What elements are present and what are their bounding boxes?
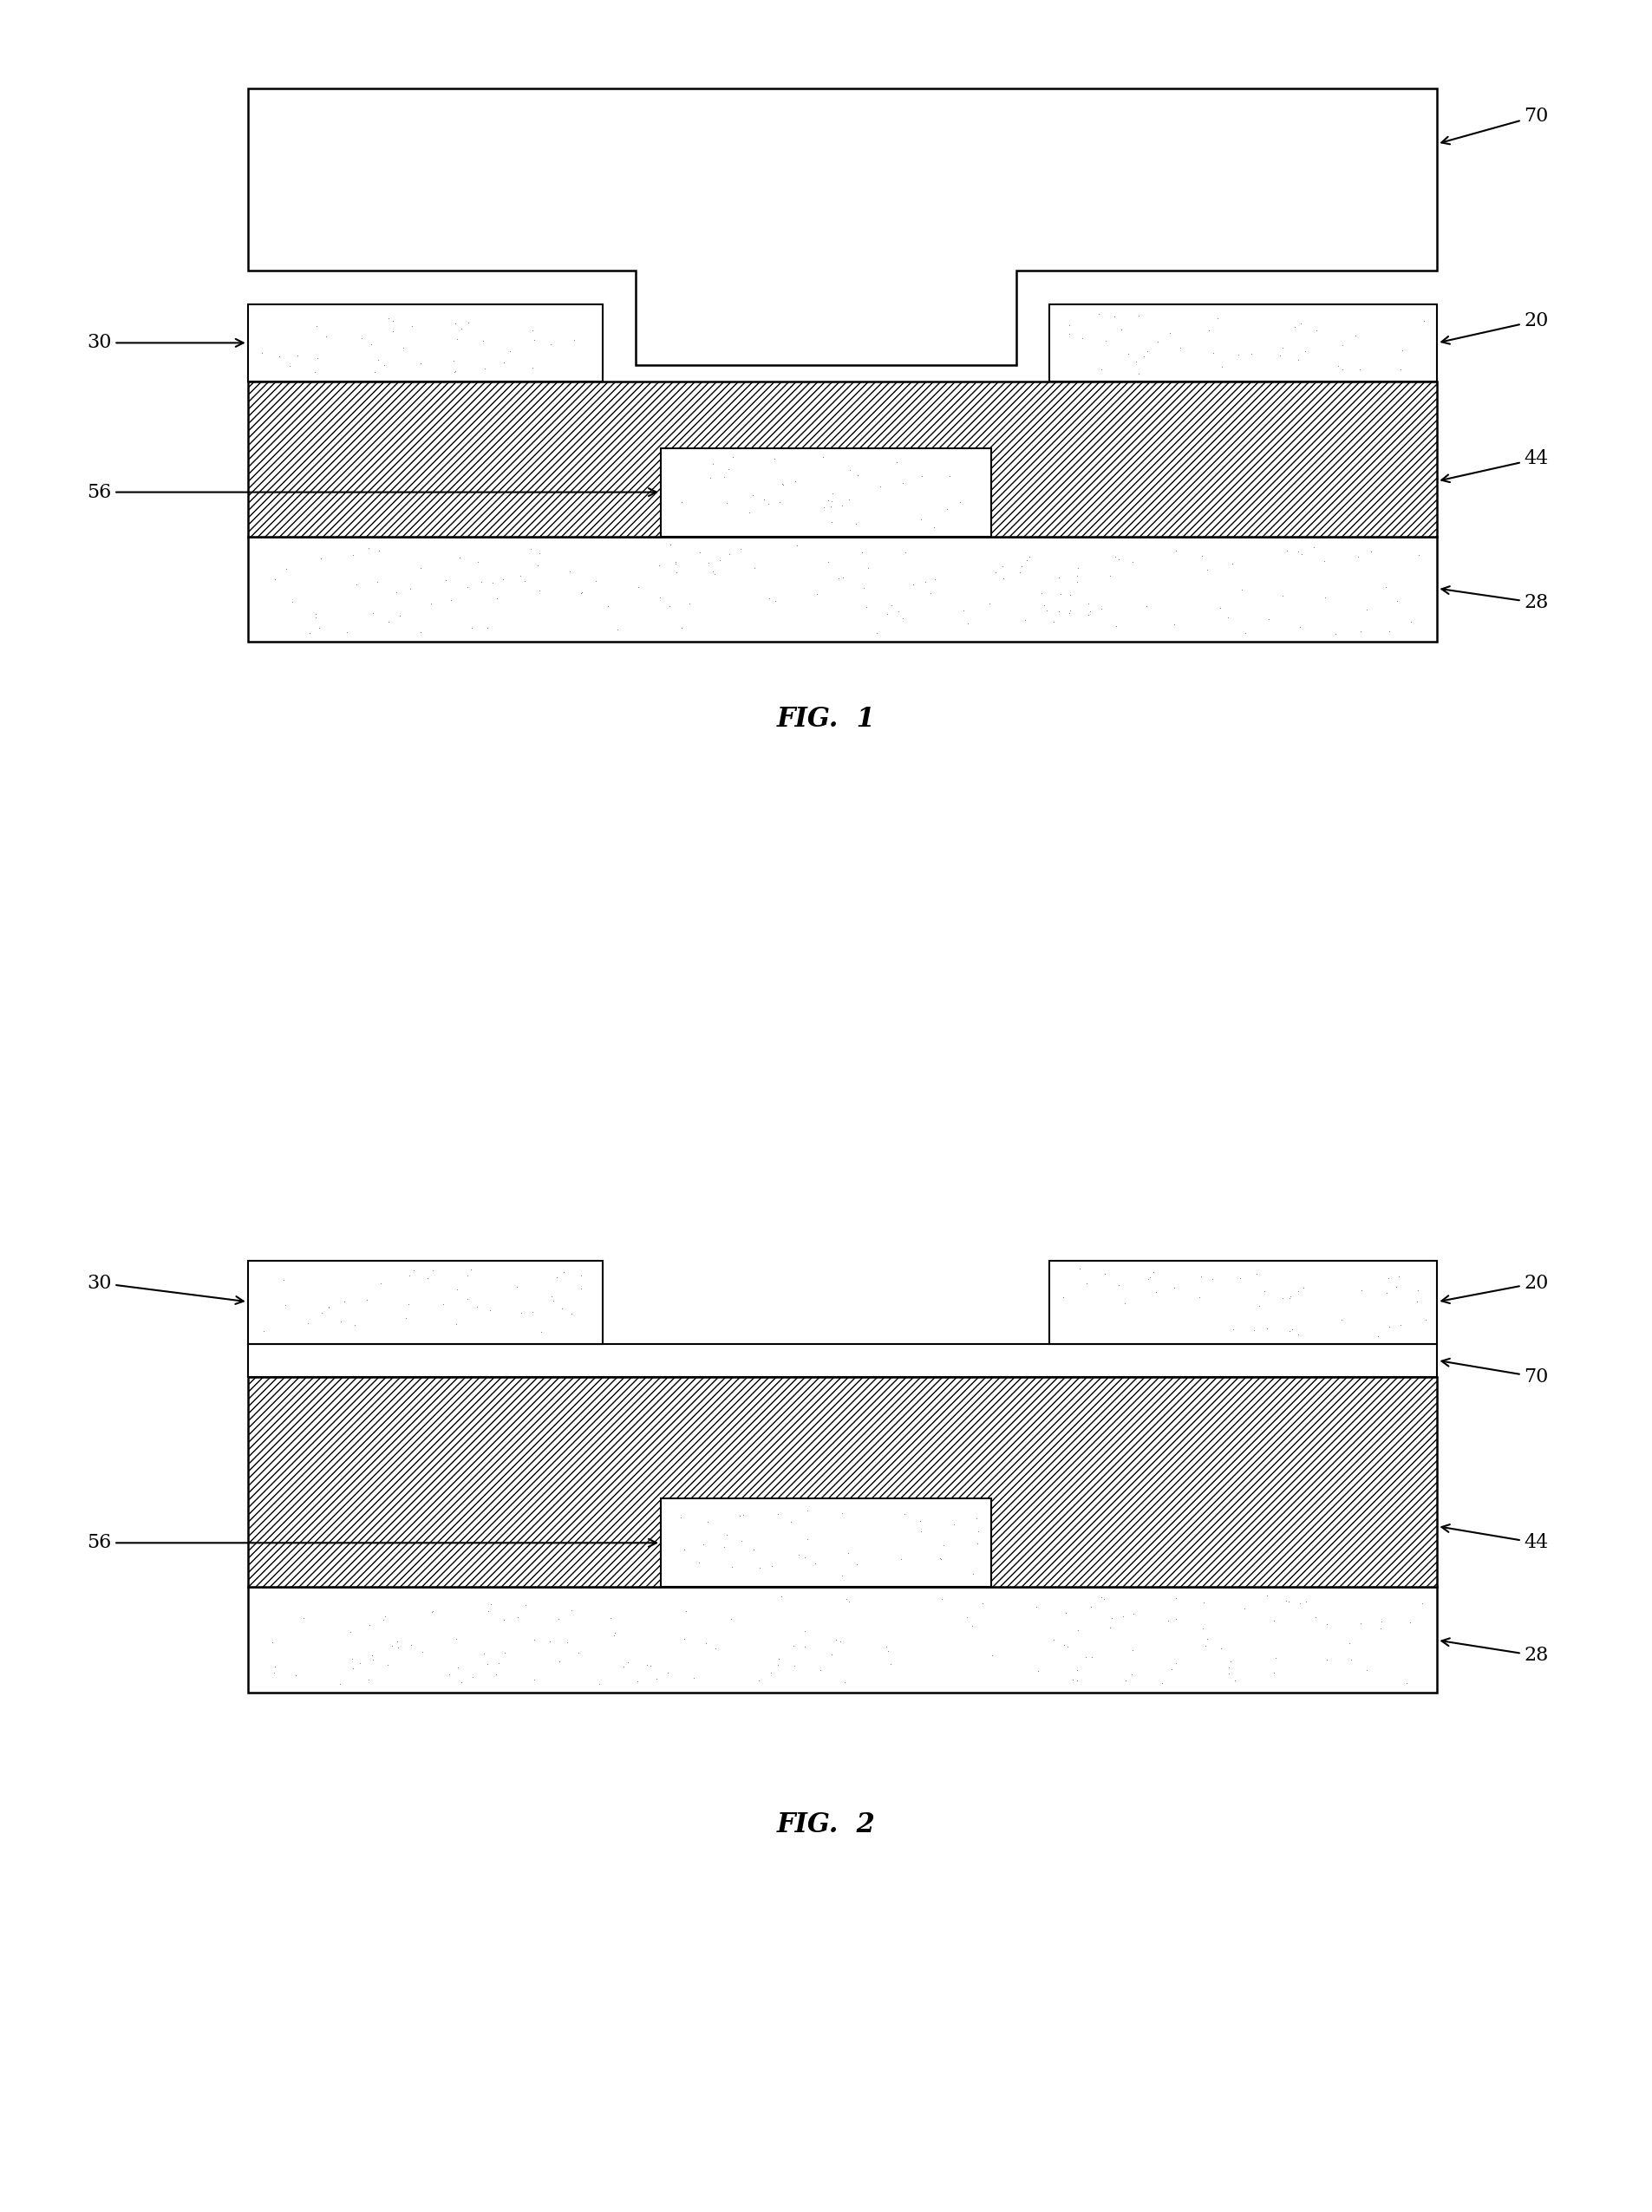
Text: 56: 56 [88,1533,656,1553]
Polygon shape [248,88,1437,365]
Text: 20: 20 [1442,312,1548,345]
Bar [1049,305,1437,383]
Bar [248,305,603,383]
Text: 44: 44 [1442,449,1548,482]
Text: 70: 70 [1442,1358,1548,1387]
Bar [248,1261,603,1343]
Bar [248,1376,1437,1588]
Bar [661,1500,991,1588]
Text: 28: 28 [1442,586,1548,613]
Text: 70: 70 [1442,106,1548,144]
Text: 30: 30 [88,1274,243,1305]
Text: 30: 30 [88,334,243,352]
Text: 44: 44 [1442,1524,1548,1553]
Bar [248,1343,1437,1376]
Text: 56: 56 [88,482,656,502]
Bar [248,535,1437,641]
Text: 28: 28 [1442,1639,1548,1666]
Bar [661,447,991,535]
Text: FIG.  1: FIG. 1 [776,706,876,732]
Text: 20: 20 [1442,1274,1548,1303]
Bar [248,1588,1437,1692]
Bar [248,380,1437,535]
Text: FIG.  2: FIG. 2 [776,1812,876,1838]
Bar [1049,1261,1437,1343]
